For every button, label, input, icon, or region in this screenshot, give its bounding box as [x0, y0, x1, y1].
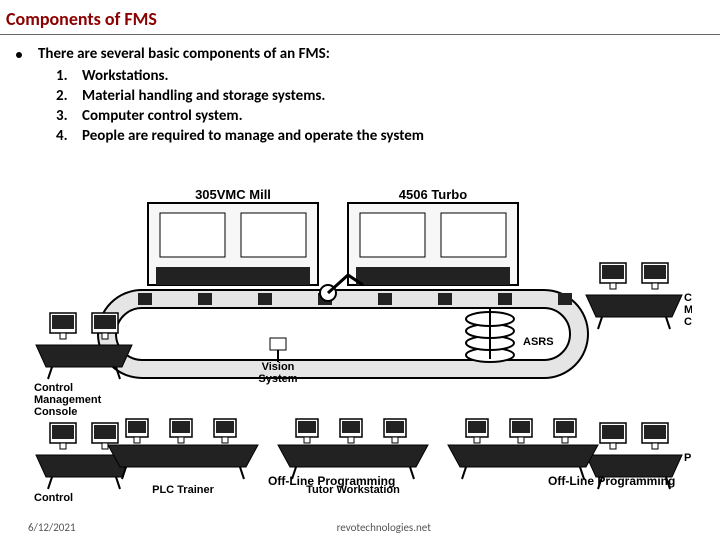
numbered-list: 1. Workstations. 2. Material handling an…	[56, 67, 704, 145]
footer-site: revotechnologies.net	[76, 521, 692, 534]
list-item: 2. Material handling and storage systems…	[56, 87, 704, 105]
svg-text:Vision: Vision	[262, 361, 295, 373]
list-text: People are required to manage and operat…	[82, 127, 424, 145]
list-item: 3. Computer control system.	[56, 107, 704, 125]
svg-text:Console: Console	[34, 406, 77, 418]
svg-text:Control: Control	[34, 382, 73, 394]
list-text: Computer control system.	[82, 107, 243, 125]
list-number: 4.	[56, 127, 82, 145]
svg-text:PLC Trainer: PLC Trainer	[152, 484, 214, 496]
list-number: 3.	[56, 107, 82, 125]
svg-text:Management: Management	[684, 304, 692, 316]
list-text: Material handling and storage systems.	[82, 87, 325, 105]
svg-text:System: System	[258, 373, 297, 385]
svg-text:305VMC Mill: 305VMC Mill	[195, 187, 271, 202]
bullet-icon	[16, 52, 22, 58]
list-number: 2.	[56, 87, 82, 105]
svg-text:Off-Line Programming: Off-Line Programming	[268, 474, 395, 488]
list-number: 1.	[56, 67, 82, 85]
list-item: 4. People are required to manage and ope…	[56, 127, 704, 145]
svg-text:4506 Turbo: 4506 Turbo	[399, 187, 467, 202]
footer-date: 6/12/2021	[28, 521, 76, 534]
slide-title: Components of FMS	[0, 0, 720, 35]
slide-footer: 6/12/2021 revotechnologies.net	[0, 521, 720, 534]
svg-text:Console: Console	[684, 316, 692, 328]
intro-text: There are several basic components of an…	[38, 45, 330, 63]
svg-text:ASRS: ASRS	[523, 336, 554, 348]
bullet-row: There are several basic components of an…	[16, 45, 704, 63]
svg-text:Management: Management	[34, 394, 102, 406]
svg-text:Plotter: Plotter	[684, 452, 692, 464]
svg-text:Off-Line Programming: Off-Line Programming	[548, 474, 675, 488]
svg-text:Control: Control	[684, 292, 692, 304]
fms-diagram: 305VMC Mill4506 TurboASRSControlManageme…	[28, 185, 692, 505]
list-text: Workstations.	[82, 67, 169, 85]
svg-text:Control: Control	[34, 492, 73, 504]
svg-text:Management: Management	[34, 504, 102, 505]
list-item: 1. Workstations.	[56, 67, 704, 85]
content-area: There are several basic components of an…	[0, 35, 720, 157]
